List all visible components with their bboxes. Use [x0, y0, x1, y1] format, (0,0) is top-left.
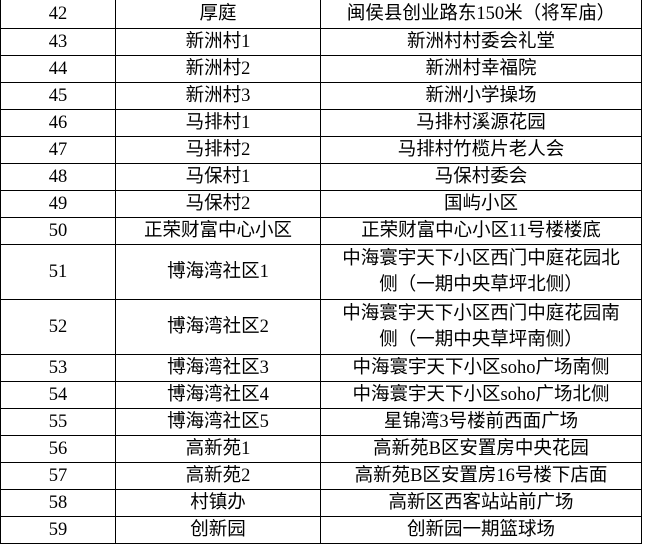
table-row: 48 马保村1 马保村委会 [0, 163, 642, 191]
table-row: 55 博海湾社区5 星锦湾3号楼前西面广场 [0, 408, 642, 436]
site-name: 博海湾社区2 [115, 299, 321, 355]
site-location: 新洲小学操场 [320, 82, 642, 110]
site-location: 正荣财富中心小区11号楼楼底 [320, 217, 642, 245]
table-row: 45 新洲村3 新洲小学操场 [0, 82, 642, 110]
site-location: 马排村竹榄片老人会 [320, 136, 642, 164]
site-name: 新洲村1 [115, 28, 321, 56]
site-location: 高新区西客站站前广场 [320, 489, 642, 517]
site-name: 博海湾社区3 [115, 354, 321, 382]
row-number: 59 [0, 516, 116, 544]
row-number: 44 [0, 55, 116, 83]
table-row: 52 博海湾社区2 中海寰宇天下小区西门中庭花园南侧（一期中央草坪南侧） [0, 299, 642, 355]
site-location: 高新苑B区安置房中央花园 [320, 435, 642, 463]
site-location: 高新苑B区安置房16号楼下店面 [320, 462, 642, 490]
site-name: 高新苑2 [115, 462, 321, 490]
table-row: 56 高新苑1 高新苑B区安置房中央花园 [0, 435, 642, 463]
row-number: 42 [0, 0, 116, 29]
table-row: 46 马排村1 马排村溪源花园 [0, 109, 642, 137]
table-row: 43 新洲村1 新洲村村委会礼堂 [0, 28, 642, 56]
site-location: 星锦湾3号楼前西面广场 [320, 408, 642, 436]
table-row: 57 高新苑2 高新苑B区安置房16号楼下店面 [0, 462, 642, 490]
row-number: 45 [0, 82, 116, 110]
site-location: 闽侯县创业路东150米（将军庙） [320, 0, 642, 29]
site-name: 马保村1 [115, 163, 321, 191]
site-name: 村镇办 [115, 489, 321, 517]
site-name: 博海湾社区4 [115, 381, 321, 409]
row-number: 51 [0, 244, 116, 300]
row-number: 52 [0, 299, 116, 355]
table-row: 51 博海湾社区1 中海寰宇天下小区西门中庭花园北侧（一期中央草坪北侧） [0, 244, 642, 300]
site-name: 高新苑1 [115, 435, 321, 463]
row-number: 50 [0, 217, 116, 245]
site-name: 新洲村2 [115, 55, 321, 83]
site-name: 创新园 [115, 516, 321, 544]
site-location: 马保村委会 [320, 163, 642, 191]
site-location: 马排村溪源花园 [320, 109, 642, 137]
site-name: 马保村2 [115, 190, 321, 218]
row-number: 49 [0, 190, 116, 218]
site-name: 马排村1 [115, 109, 321, 137]
row-number: 48 [0, 163, 116, 191]
table-row: 58 村镇办 高新区西客站站前广场 [0, 489, 642, 517]
row-number: 58 [0, 489, 116, 517]
table-row: 49 马保村2 国屿小区 [0, 190, 642, 218]
site-name: 博海湾社区5 [115, 408, 321, 436]
site-location: 中海寰宇天下小区西门中庭花园北侧（一期中央草坪北侧） [320, 244, 642, 300]
site-location: 创新园一期篮球场 [320, 516, 642, 544]
row-number: 55 [0, 408, 116, 436]
table-row: 54 博海湾社区4 中海寰宇天下小区soho广场北侧 [0, 381, 642, 409]
site-name: 新洲村3 [115, 82, 321, 110]
row-number: 43 [0, 28, 116, 56]
table-row: 42 厚庭 闽侯县创业路东150米（将军庙） [0, 0, 642, 29]
row-number: 46 [0, 109, 116, 137]
row-number: 56 [0, 435, 116, 463]
site-location: 中海寰宇天下小区soho广场北侧 [320, 381, 642, 409]
table-row: 53 博海湾社区3 中海寰宇天下小区soho广场南侧 [0, 354, 642, 382]
table-row: 47 马排村2 马排村竹榄片老人会 [0, 136, 642, 164]
row-number: 57 [0, 462, 116, 490]
site-location: 中海寰宇天下小区西门中庭花园南侧（一期中央草坪南侧） [320, 299, 642, 355]
row-number: 47 [0, 136, 116, 164]
row-number: 53 [0, 354, 116, 382]
site-name: 马排村2 [115, 136, 321, 164]
site-location: 中海寰宇天下小区soho广场南侧 [320, 354, 642, 382]
site-name: 博海湾社区1 [115, 244, 321, 300]
table-row: 50 正荣财富中心小区 正荣财富中心小区11号楼楼底 [0, 217, 642, 245]
site-name: 正荣财富中心小区 [115, 217, 321, 245]
site-location: 国屿小区 [320, 190, 642, 218]
site-location: 新洲村幸福院 [320, 55, 642, 83]
table-row: 59 创新园 创新园一期篮球场 [0, 516, 642, 544]
row-number: 54 [0, 381, 116, 409]
site-location: 新洲村村委会礼堂 [320, 28, 642, 56]
site-name: 厚庭 [115, 0, 321, 29]
table-row: 44 新洲村2 新洲村幸福院 [0, 55, 642, 83]
